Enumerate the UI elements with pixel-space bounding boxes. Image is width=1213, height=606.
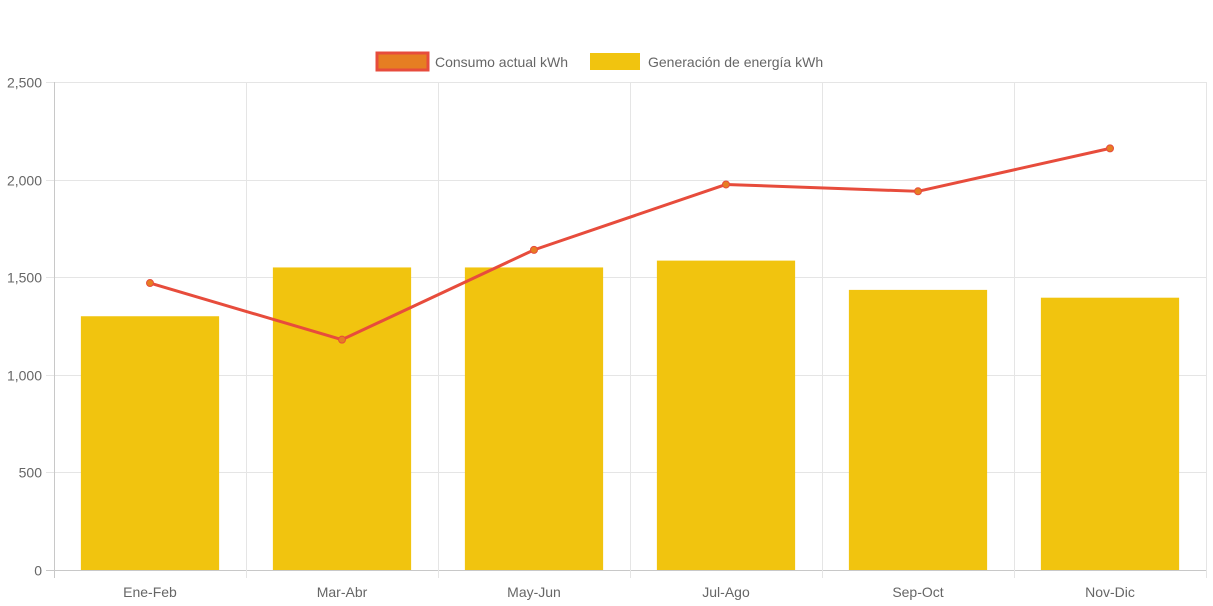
- bar: [272, 267, 412, 570]
- bar: [1040, 297, 1180, 570]
- x-tick-label: Ene-Feb: [123, 584, 177, 600]
- y-tick-label: 1,000: [7, 368, 42, 384]
- bar: [848, 289, 988, 570]
- x-tick-label: Sep-Oct: [892, 584, 943, 600]
- bar: [656, 260, 796, 570]
- legend-label-generacion: Generación de energía kWh: [648, 54, 823, 70]
- line-point: [1106, 144, 1114, 153]
- legend: Consumo actual kWh Generación de energía…: [375, 51, 823, 72]
- legend-swatch-consumo: [375, 51, 430, 72]
- y-tick-label: 2,500: [7, 75, 42, 91]
- line-point: [146, 279, 154, 288]
- line-path: [149, 146, 1111, 342]
- line-point: [338, 335, 346, 344]
- y-tick-label: 500: [19, 465, 43, 481]
- x-tick-label: Jul-Ago: [702, 584, 750, 600]
- y-tick-label: 2,000: [7, 173, 42, 189]
- x-tick-label: May-Jun: [507, 584, 561, 600]
- y-axis: 0 500 1,000 1,500 2,000 2,500: [7, 75, 42, 579]
- x-tick-label: Mar-Abr: [317, 584, 368, 600]
- line-point: [530, 245, 538, 254]
- y-tick-label: 0: [34, 563, 42, 579]
- bar: [80, 316, 220, 570]
- x-axis: Ene-Feb Mar-Abr May-Jun Jul-Ago Sep-Oct Nov-D…: [123, 584, 1135, 600]
- line-point: [914, 187, 922, 196]
- line-series-consumo: [146, 144, 1114, 344]
- line-point: [722, 180, 730, 189]
- legend-item-generacion[interactable]: Generación de energía kWh: [590, 53, 823, 70]
- bar: [464, 267, 604, 570]
- y-tick-label: 1,500: [7, 270, 42, 286]
- x-tick-label: Nov-Dic: [1085, 584, 1135, 600]
- legend-swatch-generacion: [590, 53, 640, 70]
- grid: [46, 82, 1207, 578]
- bar-series-generacion: [80, 260, 1180, 570]
- legend-item-consumo[interactable]: Consumo actual kWh: [375, 51, 568, 72]
- legend-label-consumo: Consumo actual kWh: [435, 54, 568, 70]
